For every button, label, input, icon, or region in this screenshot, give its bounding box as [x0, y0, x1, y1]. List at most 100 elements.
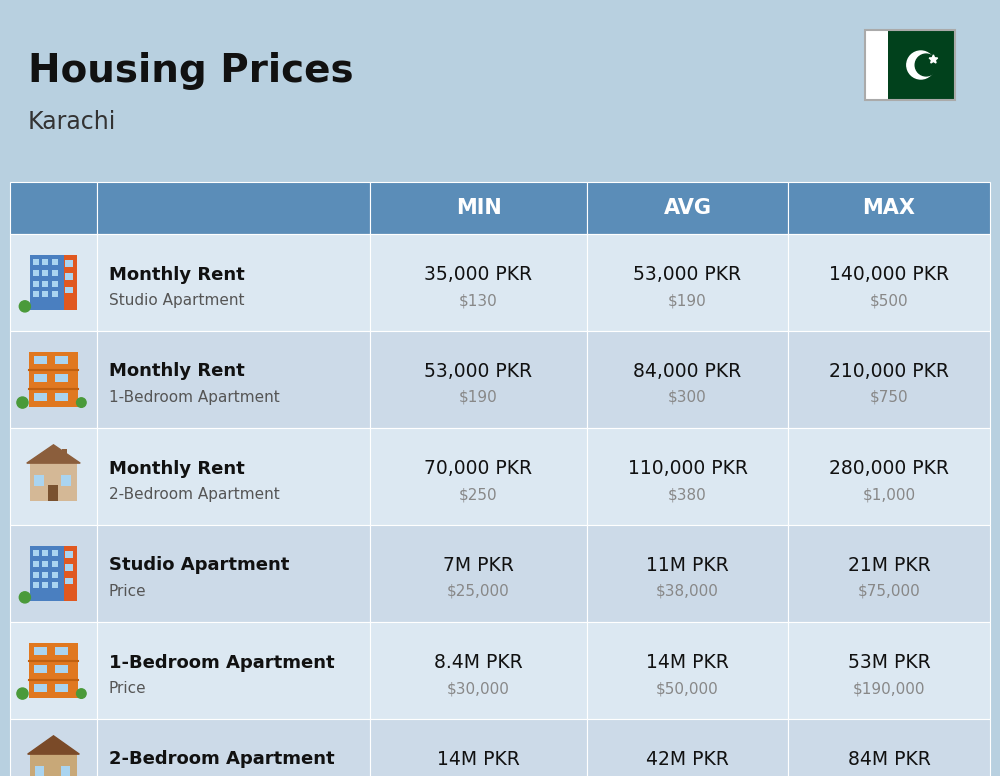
FancyBboxPatch shape [42, 291, 48, 297]
Text: 2-Bedroom Apartment: 2-Bedroom Apartment [109, 487, 280, 502]
Text: 140,000 PKR: 140,000 PKR [829, 265, 949, 284]
Text: 53M PKR: 53M PKR [848, 653, 930, 672]
Text: $30,000: $30,000 [447, 681, 510, 696]
FancyBboxPatch shape [42, 550, 48, 556]
Text: MIN: MIN [456, 198, 501, 218]
FancyBboxPatch shape [97, 622, 370, 719]
FancyBboxPatch shape [34, 393, 47, 401]
Polygon shape [28, 736, 79, 754]
FancyBboxPatch shape [788, 234, 990, 331]
Text: $500: $500 [870, 293, 908, 308]
FancyBboxPatch shape [42, 270, 48, 276]
FancyBboxPatch shape [97, 719, 370, 776]
Text: 35,000 PKR: 35,000 PKR [424, 265, 533, 284]
FancyBboxPatch shape [42, 259, 48, 265]
FancyBboxPatch shape [888, 30, 955, 100]
Text: Monthly Rent: Monthly Rent [109, 459, 245, 477]
FancyBboxPatch shape [62, 449, 67, 459]
Text: 1-Bedroom Apartment: 1-Bedroom Apartment [109, 390, 280, 405]
Text: Monthly Rent: Monthly Rent [109, 362, 245, 380]
FancyBboxPatch shape [65, 578, 73, 584]
Text: Price: Price [109, 681, 147, 696]
FancyBboxPatch shape [30, 463, 77, 501]
Text: Monthly Rent: Monthly Rent [109, 265, 245, 283]
FancyBboxPatch shape [65, 551, 73, 558]
FancyBboxPatch shape [34, 665, 47, 674]
Text: Studio Apartment: Studio Apartment [109, 293, 244, 308]
Text: Karachi: Karachi [28, 110, 116, 134]
FancyBboxPatch shape [52, 561, 58, 567]
FancyBboxPatch shape [42, 561, 48, 567]
FancyBboxPatch shape [587, 428, 788, 525]
FancyBboxPatch shape [55, 665, 68, 674]
FancyBboxPatch shape [10, 719, 97, 776]
FancyBboxPatch shape [48, 485, 58, 501]
FancyBboxPatch shape [587, 622, 788, 719]
FancyBboxPatch shape [52, 572, 58, 577]
FancyBboxPatch shape [97, 234, 370, 331]
Circle shape [17, 397, 28, 408]
FancyBboxPatch shape [97, 525, 370, 622]
FancyBboxPatch shape [34, 475, 44, 486]
Text: AVG: AVG [664, 198, 712, 218]
Text: 7M PKR: 7M PKR [443, 556, 514, 575]
FancyBboxPatch shape [55, 684, 68, 692]
Circle shape [17, 688, 28, 699]
FancyBboxPatch shape [30, 546, 64, 601]
FancyBboxPatch shape [29, 643, 78, 698]
FancyBboxPatch shape [55, 355, 68, 364]
FancyBboxPatch shape [370, 234, 587, 331]
Circle shape [907, 51, 935, 79]
FancyBboxPatch shape [33, 291, 39, 297]
FancyBboxPatch shape [10, 331, 97, 428]
FancyBboxPatch shape [55, 393, 68, 401]
FancyBboxPatch shape [587, 182, 788, 234]
FancyBboxPatch shape [10, 525, 97, 622]
FancyBboxPatch shape [55, 646, 68, 655]
FancyBboxPatch shape [33, 582, 39, 588]
FancyBboxPatch shape [370, 428, 587, 525]
Text: 84,000 PKR: 84,000 PKR [633, 362, 742, 381]
FancyBboxPatch shape [42, 281, 48, 286]
Text: $130: $130 [459, 293, 498, 308]
Text: $380: $380 [668, 487, 707, 502]
Text: 53,000 PKR: 53,000 PKR [633, 265, 742, 284]
FancyBboxPatch shape [61, 766, 70, 776]
FancyBboxPatch shape [97, 428, 370, 525]
Text: 53,000 PKR: 53,000 PKR [424, 362, 533, 381]
Text: 11M PKR: 11M PKR [646, 556, 729, 575]
Text: $300: $300 [668, 390, 707, 405]
FancyBboxPatch shape [35, 766, 44, 776]
Text: 84M PKR: 84M PKR [848, 750, 930, 769]
FancyBboxPatch shape [587, 331, 788, 428]
FancyBboxPatch shape [29, 352, 78, 407]
FancyBboxPatch shape [10, 622, 97, 719]
FancyBboxPatch shape [34, 646, 47, 655]
FancyBboxPatch shape [865, 30, 888, 100]
Text: 110,000 PKR: 110,000 PKR [628, 459, 748, 478]
FancyBboxPatch shape [34, 355, 47, 364]
Text: 14M PKR: 14M PKR [646, 653, 729, 672]
Text: $190: $190 [459, 390, 498, 405]
FancyBboxPatch shape [42, 582, 48, 588]
Text: $750: $750 [870, 390, 908, 405]
Circle shape [19, 592, 30, 603]
FancyBboxPatch shape [370, 182, 587, 234]
FancyBboxPatch shape [30, 255, 64, 310]
FancyBboxPatch shape [30, 754, 77, 776]
Circle shape [915, 54, 937, 76]
FancyBboxPatch shape [587, 525, 788, 622]
FancyBboxPatch shape [65, 260, 73, 267]
FancyBboxPatch shape [55, 374, 68, 383]
FancyBboxPatch shape [34, 684, 47, 692]
FancyBboxPatch shape [587, 234, 788, 331]
FancyBboxPatch shape [52, 291, 58, 297]
FancyBboxPatch shape [370, 622, 587, 719]
Text: 14M PKR: 14M PKR [437, 750, 520, 769]
FancyBboxPatch shape [33, 270, 39, 276]
Circle shape [77, 398, 86, 407]
FancyBboxPatch shape [64, 546, 77, 601]
Text: $50,000: $50,000 [656, 681, 719, 696]
FancyBboxPatch shape [33, 259, 39, 265]
FancyBboxPatch shape [788, 719, 990, 776]
